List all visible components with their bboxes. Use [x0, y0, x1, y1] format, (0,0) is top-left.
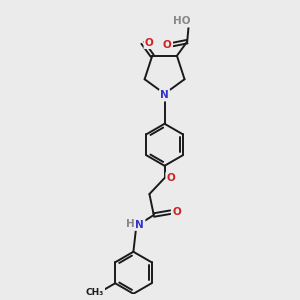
Text: O: O: [163, 40, 172, 50]
Text: O: O: [167, 173, 176, 183]
Text: O: O: [145, 38, 154, 48]
Text: HO: HO: [173, 16, 191, 26]
Text: N: N: [135, 220, 144, 230]
Text: CH₃: CH₃: [86, 288, 104, 297]
Text: O: O: [172, 207, 181, 217]
Text: H: H: [126, 219, 135, 229]
Text: N: N: [160, 90, 169, 100]
